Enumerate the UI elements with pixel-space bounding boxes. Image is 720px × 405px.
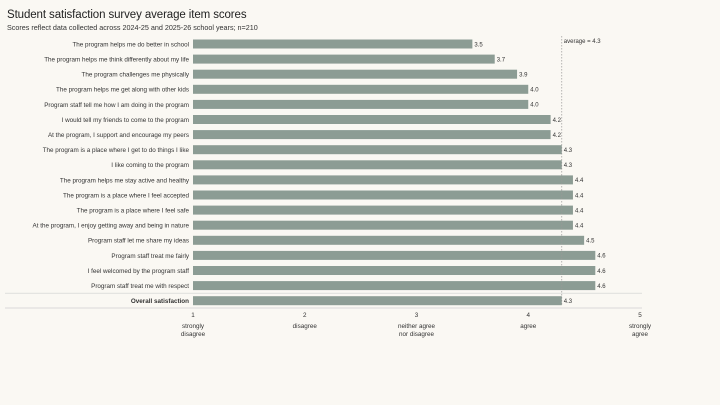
x-tick-label: disagree [293,323,318,330]
x-tick-label: neither agree [398,323,436,330]
category-label: The program is a place where I get to do… [43,147,190,154]
value-label: 4.3 [564,163,573,169]
category-label: The program is a place where I feel safe [77,208,190,215]
category-label: Program staff tell me how I am doing in … [44,102,189,109]
value-label: 4.6 [597,254,606,260]
value-label: 4.2 [553,118,562,124]
value-label: 4.6 [597,269,606,275]
category-label: The program helps me stay active and hea… [60,177,190,184]
bar [193,296,562,306]
value-label: 3.9 [519,73,528,79]
value-label: 4.5 [586,239,595,245]
value-label: 4.6 [597,284,606,290]
bar [193,145,562,155]
bar [193,220,573,230]
value-label: 3.5 [474,42,483,48]
value-label: 4.3 [564,299,573,305]
x-tick-label: agree [520,323,537,330]
value-label: 4.3 [564,148,573,154]
bar [193,281,596,291]
category-label: The program is a place where I feel acce… [63,192,190,199]
value-label: 4.4 [575,224,584,230]
bar [193,266,596,275]
category-label: The program helps me do better in school [72,41,189,48]
average-label: average = 4.3 [564,39,602,45]
value-label: 4.4 [575,178,584,184]
bar [193,69,518,79]
bar [193,250,596,260]
bar [193,99,529,109]
x-tick-label: strongly [629,323,652,330]
bar [193,190,573,200]
category-label: Program staff treat me with respect [91,283,189,290]
x-tick-label: strongly [182,323,205,330]
value-label: 4.0 [530,88,539,94]
category-label: The program helps me think differently a… [44,57,189,64]
bar [193,205,573,215]
bar [193,160,562,170]
bar [193,39,473,49]
category-label: At the program, I enjoy getting away and… [33,223,190,230]
category-label: I feel welcomed by the program staff [88,268,190,275]
category-label: Program staff let me share my ideas [88,238,189,245]
category-label: Program staff treat me fairly [111,253,189,260]
bar [193,130,551,140]
category-label: I would tell my friends to come to the p… [62,117,189,124]
category-label: The program helps me get along with othe… [56,87,189,94]
x-tick-label: nor disagree [399,331,435,338]
category-label: The program challenges me physically [82,72,190,79]
value-label: 3.7 [497,57,506,63]
chart-title: Student satisfaction survey average item… [7,9,247,21]
value-label: 4.0 [530,103,539,109]
category-label: At the program, I support and encourage … [48,132,189,139]
x-tick-label: disagree [181,331,206,338]
x-tick-number: 5 [638,312,642,319]
bar [193,235,585,245]
bar [193,84,529,94]
value-label: 4.4 [575,208,584,214]
x-tick-number: 3 [415,312,419,319]
value-label: 4.2 [553,133,562,139]
bar [193,115,551,124]
bar [193,175,573,185]
value-label: 4.4 [575,193,584,199]
x-tick-number: 4 [526,312,530,319]
x-tick-number: 2 [303,312,307,319]
x-tick-label: agree [632,331,649,338]
bar [193,54,495,64]
chart-subtitle: Scores reflect data collected across 202… [7,23,258,32]
x-tick-number: 1 [191,312,195,319]
category-label: Overall satisfaction [131,298,189,305]
category-label: I like coming to the program [111,162,189,169]
